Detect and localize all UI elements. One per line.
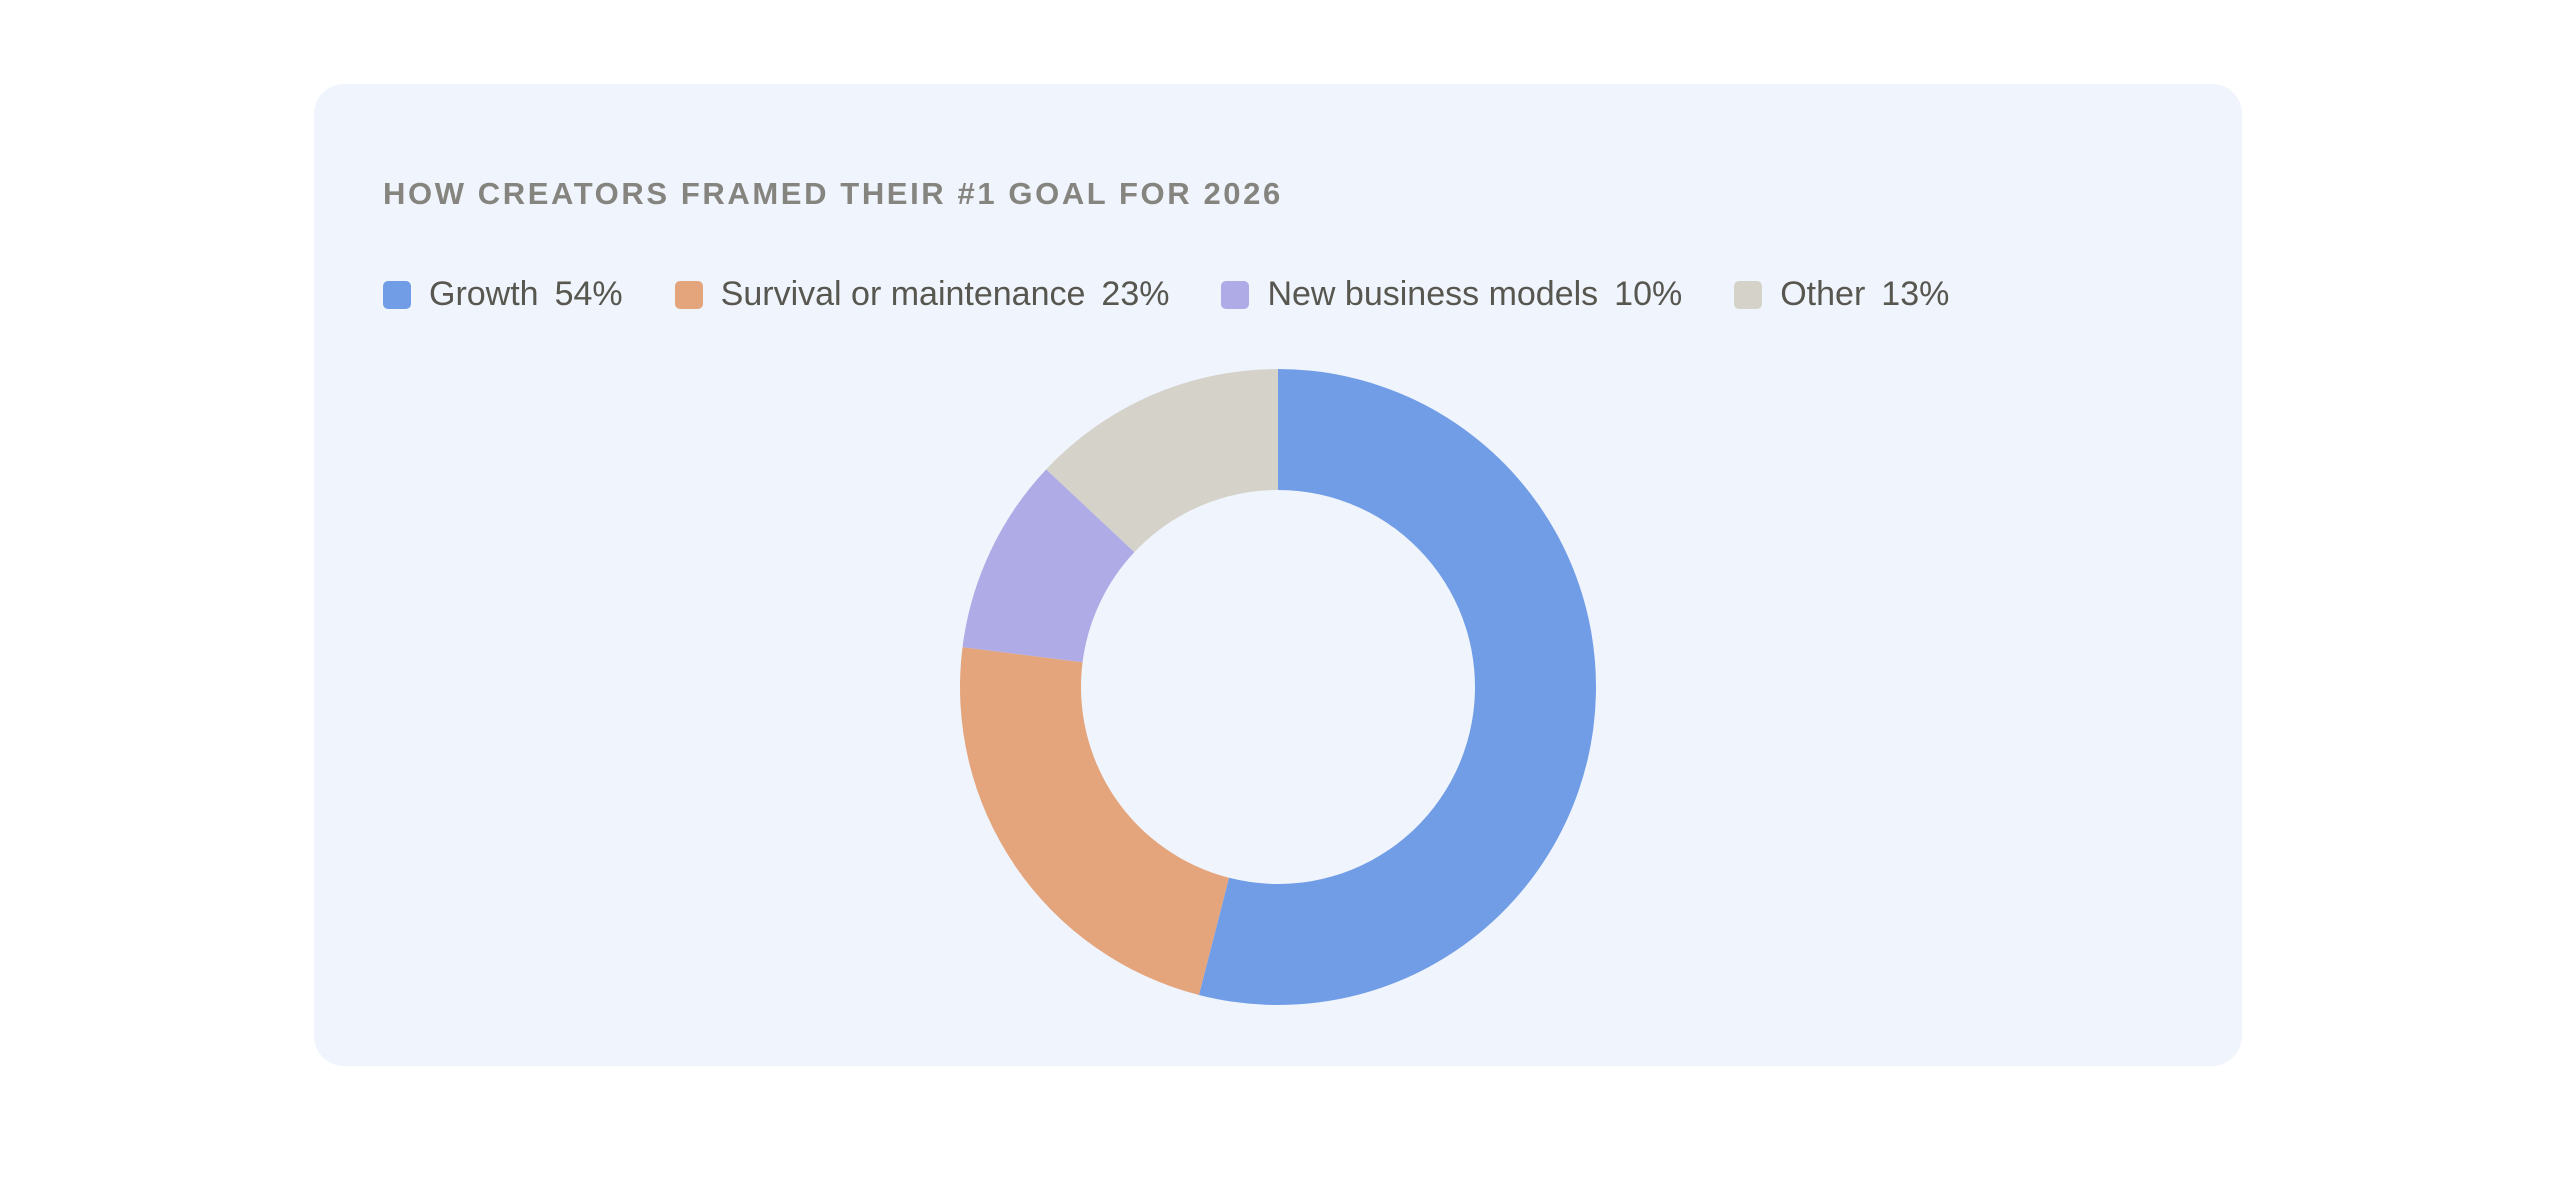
donut-segment-survival-or-maintenance bbox=[960, 647, 1230, 996]
legend-label: New business models bbox=[1267, 275, 1599, 313]
legend-value: 23% bbox=[1101, 275, 1170, 313]
legend-item-new-business-models: New business models 10% bbox=[1221, 275, 1682, 314]
legend-label: Growth bbox=[429, 275, 539, 313]
legend-label: Survival or maintenance bbox=[720, 275, 1086, 313]
donut-segments bbox=[960, 369, 1597, 1005]
legend-value: 13% bbox=[1881, 275, 1950, 313]
legend-swatch-new-business-models bbox=[1221, 280, 1250, 309]
donut-segment-growth bbox=[1198, 369, 1597, 1005]
legend-swatch-growth bbox=[383, 280, 411, 309]
legend-item-survival: Survival or maintenance 23% bbox=[674, 275, 1170, 314]
legend-value: 54% bbox=[554, 275, 623, 313]
chart-title: HOW CREATORS FRAMED THEIR #1 GOAL FOR 20… bbox=[383, 176, 1283, 211]
legend-item-other: Other 13% bbox=[1734, 275, 1949, 314]
chart-card: HOW CREATORS FRAMED THEIR #1 GOAL FOR 20… bbox=[314, 84, 2242, 1066]
legend-label: Other bbox=[1780, 275, 1866, 313]
legend-swatch-other bbox=[1734, 280, 1763, 309]
legend-item-growth: Growth 54% bbox=[383, 275, 623, 314]
donut-segment-other bbox=[1046, 369, 1278, 553]
legend-swatch-survival bbox=[674, 280, 703, 309]
chart-legend: Growth 54% Survival or maintenance 23% N… bbox=[383, 275, 2001, 314]
donut-chart bbox=[960, 369, 1597, 1005]
donut-segment-new-business-models bbox=[962, 469, 1135, 663]
legend-value: 10% bbox=[1614, 275, 1683, 313]
